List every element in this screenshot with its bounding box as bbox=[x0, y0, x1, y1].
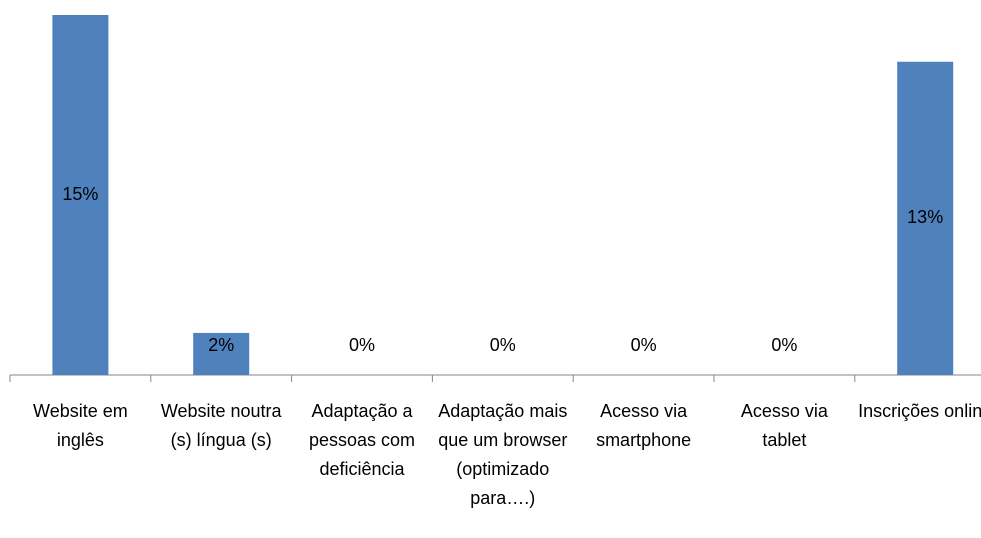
x-tick-label: Website noutra (s) língua (s) bbox=[160, 401, 282, 450]
x-tick-label: Adaptação mais que um browser (optimizad… bbox=[438, 401, 568, 508]
data-label: 0% bbox=[490, 335, 516, 355]
x-tick-label: Acesso via tablet bbox=[740, 401, 828, 450]
x-tick-label: Website em inglês bbox=[33, 401, 128, 450]
x-tick-label: Inscrições online bbox=[858, 401, 981, 421]
x-tick-label: Acesso via smartphone bbox=[596, 401, 692, 450]
data-label: 0% bbox=[349, 335, 375, 355]
data-label: 13% bbox=[907, 207, 943, 227]
x-tick-label: Adaptação a pessoas com deficiência bbox=[308, 401, 416, 479]
bar bbox=[52, 15, 109, 375]
bar bbox=[897, 61, 954, 376]
bar bbox=[193, 332, 250, 375]
data-label: 15% bbox=[62, 184, 98, 204]
data-label: 0% bbox=[771, 335, 797, 355]
data-label: 0% bbox=[631, 335, 657, 355]
data-label: 2% bbox=[208, 335, 234, 355]
